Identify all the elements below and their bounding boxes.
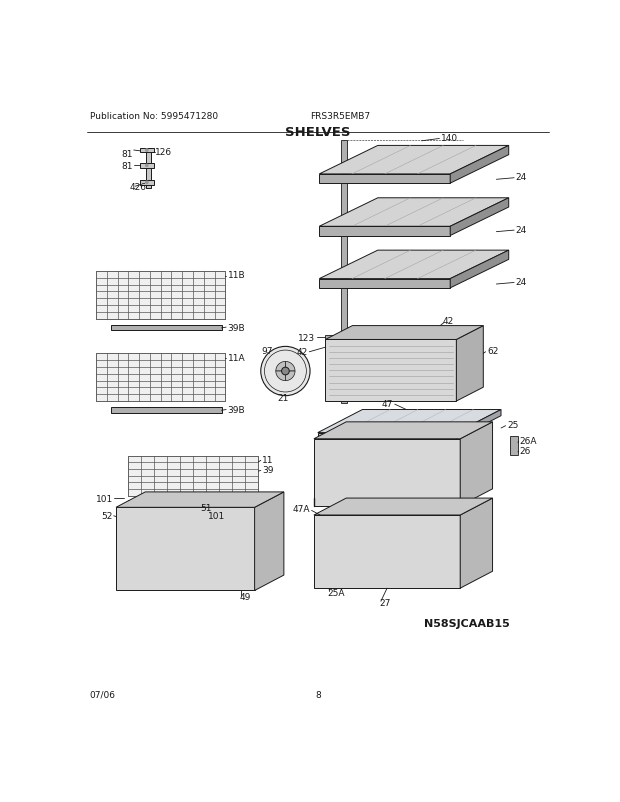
Text: 39B: 39B [228,406,246,415]
Text: 101: 101 [95,494,113,503]
Polygon shape [319,279,450,289]
Polygon shape [460,499,492,589]
Text: 26: 26 [520,446,531,456]
Polygon shape [319,251,508,279]
Polygon shape [319,146,508,175]
Polygon shape [285,371,295,381]
Polygon shape [255,492,284,591]
Polygon shape [128,456,259,496]
Polygon shape [116,508,255,591]
Circle shape [146,150,148,152]
Text: 62: 62 [487,347,498,356]
Text: 25: 25 [507,421,518,430]
Polygon shape [140,148,154,153]
Polygon shape [112,326,221,330]
Polygon shape [326,335,454,340]
Text: 123: 123 [298,333,316,342]
Text: SHELVES: SHELVES [285,125,350,139]
Text: 25A: 25A [328,588,345,597]
Polygon shape [460,423,492,506]
Text: N58SJCAAB15: N58SJCAAB15 [424,618,510,628]
Circle shape [146,182,148,184]
Polygon shape [317,433,456,439]
Text: 24: 24 [516,173,527,182]
Polygon shape [96,354,225,402]
Polygon shape [456,410,501,439]
Polygon shape [285,362,295,371]
Text: 81: 81 [122,150,133,159]
Text: 8: 8 [315,690,321,699]
Polygon shape [319,199,508,227]
Polygon shape [112,407,221,413]
Text: 42: 42 [296,348,308,357]
Polygon shape [450,251,508,289]
Text: 81: 81 [122,162,133,171]
Polygon shape [326,340,456,402]
Text: 21: 21 [277,393,288,402]
Text: 140: 140 [441,134,458,143]
Circle shape [281,367,290,375]
Circle shape [146,165,148,168]
Polygon shape [128,500,259,505]
Polygon shape [140,164,154,168]
Text: 126: 126 [155,148,172,157]
Text: FRS3R5EMB7: FRS3R5EMB7 [310,111,370,120]
Text: 11B: 11B [228,271,246,280]
Polygon shape [510,437,518,456]
Polygon shape [450,146,508,184]
Text: 101: 101 [208,511,226,520]
Text: 47: 47 [381,399,392,408]
Polygon shape [116,492,284,508]
Polygon shape [314,423,492,439]
Polygon shape [146,148,151,188]
Polygon shape [326,326,484,340]
Text: 24: 24 [516,277,527,287]
Text: 97: 97 [262,347,273,356]
Text: 26A: 26A [520,436,537,445]
Polygon shape [140,180,154,185]
Text: Publication No: 5995471280: Publication No: 5995471280 [90,111,218,120]
Text: 47A: 47A [293,504,310,514]
Polygon shape [314,499,492,516]
Text: 27: 27 [379,597,391,607]
Text: 52: 52 [101,511,112,520]
Polygon shape [314,516,460,589]
Text: 07/06: 07/06 [90,690,116,699]
Text: 426: 426 [129,183,146,192]
Polygon shape [319,175,450,184]
Polygon shape [341,141,347,404]
Polygon shape [450,199,508,237]
Circle shape [261,347,310,396]
Text: 11A: 11A [228,353,246,363]
Text: 51: 51 [201,503,212,512]
Text: 49: 49 [239,593,250,602]
Polygon shape [319,227,450,237]
Polygon shape [276,371,285,381]
Text: 39: 39 [262,465,274,475]
Polygon shape [96,272,225,319]
Polygon shape [456,326,484,402]
Polygon shape [276,362,285,371]
Polygon shape [317,410,501,433]
Text: 42: 42 [443,317,454,326]
Text: 11: 11 [262,456,274,464]
Polygon shape [314,439,460,506]
Text: 24: 24 [516,225,527,234]
Text: 39B: 39B [228,323,246,332]
